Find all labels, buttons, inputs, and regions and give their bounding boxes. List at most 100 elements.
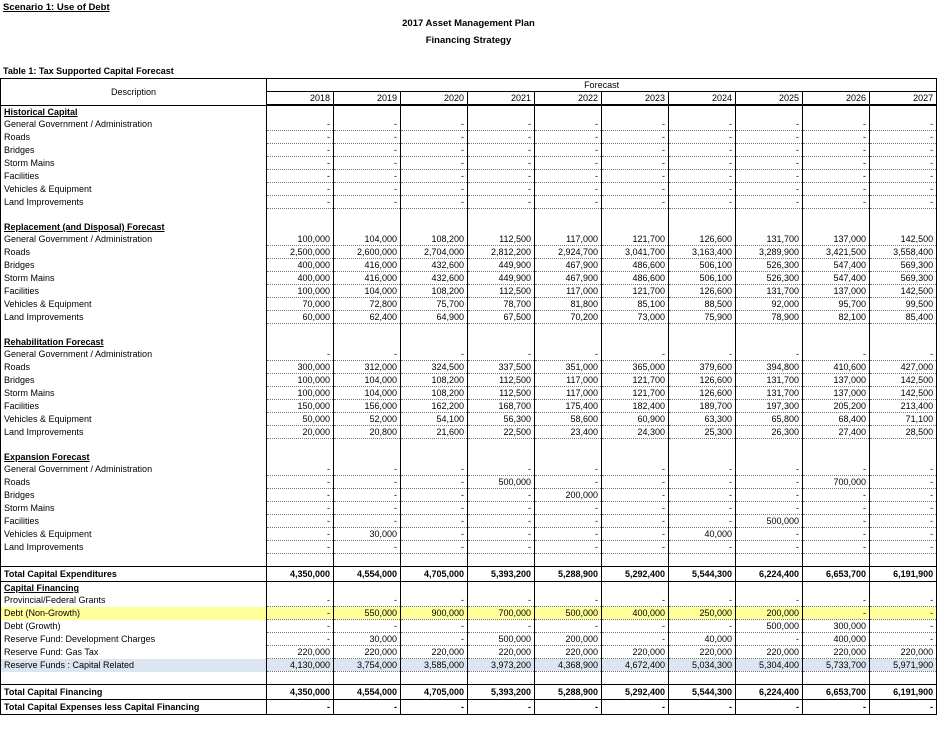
strategy-title: Financing Strategy	[425, 35, 512, 46]
value-cell: 486,600	[601, 271, 669, 285]
value-cell: -	[400, 594, 468, 607]
value-cell: -	[333, 130, 401, 144]
value-cell: 70,200	[534, 310, 602, 324]
value-cell: -	[735, 463, 803, 476]
value-cell: -	[400, 348, 468, 361]
value-cell: 112,500	[467, 284, 535, 298]
value-cell: -	[601, 619, 669, 633]
value-cell: 117,000	[534, 284, 602, 298]
table-row: Provincial/Federal Grants - - - - - - - - - -	[0, 594, 937, 607]
value-cell: -	[869, 463, 937, 476]
value-cell: 75,700	[400, 297, 468, 311]
value-cell: -	[333, 118, 401, 131]
table-row: Vehicles & Equipment - - - - - - - - - -	[0, 182, 937, 196]
spacer-row	[0, 438, 937, 451]
value-cell: -	[735, 488, 803, 502]
value-cell: -	[333, 463, 401, 476]
table-row: Roads - - - - - - - - - -	[0, 130, 937, 144]
value-cell: -	[735, 143, 803, 157]
value-cell: 137,000	[802, 233, 870, 246]
value-cell: -	[266, 619, 334, 633]
value-cell: -	[534, 501, 602, 515]
value-cell: -	[467, 118, 535, 131]
value-cell: 250,000	[668, 606, 736, 620]
value-cell: -	[400, 501, 468, 515]
value-cell: -	[266, 463, 334, 476]
row-label: Land Improvements	[0, 540, 267, 554]
value-cell: -	[869, 632, 937, 646]
value-cell: 500,000	[735, 619, 803, 633]
year-header-2023: 2023	[601, 91, 669, 106]
value-cell: -	[266, 169, 334, 183]
value-cell: 27,400	[802, 425, 870, 439]
value-cell: 467,900	[534, 258, 602, 272]
plan-title: 2017 Asset Management Plan	[402, 18, 535, 29]
table-row: Land Improvements - - - - - - - - - -	[0, 540, 937, 554]
value-cell: 2,704,000	[400, 245, 468, 259]
row-label: General Government / Administration	[0, 118, 267, 131]
row-label: Reserve Fund: Development Charges	[0, 632, 267, 646]
value-cell: 21,600	[400, 425, 468, 439]
table-row: Facilities - - - - - - -500,000- -	[0, 514, 937, 528]
row-label: Roads	[0, 475, 267, 489]
value-cell: -	[534, 540, 602, 554]
value-cell: 220,000	[266, 645, 334, 659]
value-cell: 117,000	[534, 233, 602, 246]
row-label: Vehicles & Equipment	[0, 412, 267, 426]
row-label: Land Improvements	[0, 425, 267, 439]
year-header-2026: 2026	[802, 91, 870, 106]
value-cell: -	[467, 463, 535, 476]
value-cell: -	[266, 195, 334, 209]
forecast-header: Forecast	[266, 78, 937, 92]
value-cell: -	[400, 130, 468, 144]
value-cell: 4,705,000	[400, 566, 468, 582]
value-cell: 2,500,000	[266, 245, 334, 259]
value-cell: -	[668, 169, 736, 183]
value-cell: 5,288,900	[534, 566, 602, 582]
value-cell: 4,554,000	[333, 566, 401, 582]
table-row: Facilities 100,000 104,000 108,200 112,500 11…	[0, 284, 937, 298]
value-cell: 100,000	[266, 233, 334, 246]
value-cell: 108,200	[400, 386, 468, 400]
value-cell: 3,754,000	[333, 658, 401, 672]
table-row: Debt (Growth) - - - - - - -500,000 300,000-	[0, 619, 937, 633]
value-cell: 112,500	[467, 373, 535, 387]
value-cell: -	[266, 540, 334, 554]
value-cell: -	[869, 156, 937, 170]
value-cell: -	[266, 606, 334, 620]
value-cell: 121,700	[601, 373, 669, 387]
value-cell: 142,500	[869, 373, 937, 387]
value-cell: -	[400, 118, 468, 131]
value-cell: -	[400, 514, 468, 528]
value-cell: 4,705,000	[400, 684, 468, 700]
value-cell: 71,100	[869, 412, 937, 426]
table-row: Land Improvements - - - - - - - - - -	[0, 195, 937, 209]
value-cell: -	[802, 118, 870, 131]
value-cell: -	[869, 606, 937, 620]
value-cell: -	[400, 488, 468, 502]
value-cell: -	[668, 540, 736, 554]
value-cell: 168,700	[467, 399, 535, 413]
value-cell: -	[467, 195, 535, 209]
value-cell: -	[266, 699, 334, 715]
row-label: Storm Mains	[0, 156, 267, 170]
value-cell: -	[668, 501, 736, 515]
value-cell: 4,130,000	[266, 658, 334, 672]
row-label: Facilities	[0, 399, 267, 413]
value-cell: -	[802, 514, 870, 528]
value-cell: 56,300	[467, 412, 535, 426]
value-cell: -	[266, 348, 334, 361]
table-row: Reserve Fund: Development Charges -30,000…	[0, 632, 937, 646]
value-cell: -	[266, 594, 334, 607]
value-cell: -	[668, 463, 736, 476]
value-cell: 40,000	[668, 527, 736, 541]
value-cell: -	[601, 130, 669, 144]
value-cell: 70,000	[266, 297, 334, 311]
value-cell: 700,000	[802, 475, 870, 489]
value-cell: -	[668, 699, 736, 715]
value-cell: 4,368,900	[534, 658, 602, 672]
value-cell: 68,400	[802, 412, 870, 426]
value-cell: -	[400, 463, 468, 476]
value-cell: 3,558,400	[869, 245, 937, 259]
table-row: General Government / Administration 100,0…	[0, 233, 937, 246]
